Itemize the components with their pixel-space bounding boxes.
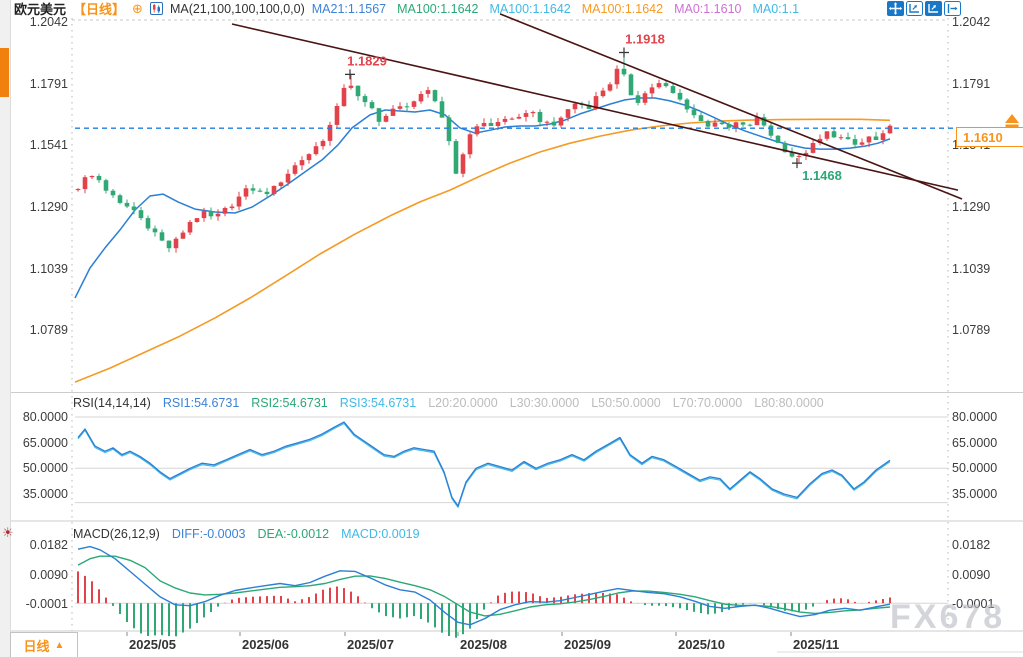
sun-icon[interactable]: ☀ xyxy=(2,525,14,540)
ma-value-5: MA0:1.1 xyxy=(752,1,800,16)
rsi-value-2: RSI3:54.6731 xyxy=(339,396,417,410)
rsi-header: RSI(14,14,14) RSI1:54.6731 RSI2:54.6731 RS… xyxy=(73,396,824,410)
ma-value-3: MA100:1.1642 xyxy=(581,1,664,16)
extreme-label: 1.1829 xyxy=(347,53,387,68)
ma-value-4: MA0:1.1610 xyxy=(674,1,742,16)
rsi-value-4: L30:30.0000 xyxy=(509,396,580,410)
rsi-value-3: L20:20.0000 xyxy=(428,396,498,410)
left-edge-orange-tab[interactable] xyxy=(0,48,9,97)
extreme-label: 1.1468 xyxy=(802,168,842,183)
add-indicator-icon[interactable]: ⊕ xyxy=(132,1,143,16)
chevron-up-icon: ▲ xyxy=(54,639,65,651)
rsi-value-0: RSI1:54.6731 xyxy=(162,396,240,410)
rsi-value-5: L50:50.0000 xyxy=(591,396,661,410)
shift-right-icon[interactable] xyxy=(944,1,961,16)
ma-value-1: MA100:1.1642 xyxy=(397,1,479,16)
rsi-value-7: L80:80.0000 xyxy=(754,396,824,410)
candlestick-icon[interactable] xyxy=(149,2,163,15)
watermark: FX678 xyxy=(890,598,1006,636)
trend-lines xyxy=(231,13,963,200)
period-selector[interactable]: 日线 ▲ xyxy=(10,632,78,657)
annotations: 1.1829 1.1918 1.1468 xyxy=(345,32,842,183)
ma-settings-label: MA(21,100,100,100,0,0) xyxy=(169,1,305,16)
candlestick-series xyxy=(75,52,893,253)
period-tag: 【日线】 xyxy=(73,2,126,17)
extreme-label: 1.1918 xyxy=(625,32,665,47)
ma-value-0: MA21:1.1567 xyxy=(311,1,387,16)
symbol-title: 欧元美元 xyxy=(14,2,67,17)
left-edge-bar xyxy=(0,0,11,657)
ma-values-group: MA21:1.1567 MA100:1.1642 MA100:1.1642 MA100… xyxy=(312,2,799,16)
macd-settings-label: MACD(26,12,9) xyxy=(73,527,160,541)
macd-header: MACD(26,12,9) DIFF:-0.0003 DEA:-0.0012 MAC… xyxy=(73,527,420,541)
current-price-tag: 1.1610 xyxy=(956,127,1023,147)
rsi-lines xyxy=(77,421,891,508)
macd-series xyxy=(77,545,891,638)
rsi-settings-label: RSI(14,14,14) xyxy=(73,396,151,410)
pan-icon[interactable] xyxy=(887,1,904,16)
macd-value-0: DIFF:-0.0003 xyxy=(171,527,246,541)
chart-toolbar xyxy=(887,1,961,16)
period-selector-label: 日线 xyxy=(23,638,50,654)
fit-horizontal-icon[interactable] xyxy=(925,1,942,16)
ma-value-2: MA100:1.1642 xyxy=(489,1,571,16)
macd-value-2: MACD:0.0019 xyxy=(341,527,420,541)
grid-lines xyxy=(10,18,1023,653)
current-price-value: 1.1610 xyxy=(963,129,1003,145)
fit-vertical-icon[interactable] xyxy=(906,1,923,16)
rsi-value-6: L70:70.0000 xyxy=(672,396,743,410)
chart-header: 欧元美元 【日线】 ⊕ MA(21,100,100,100,0,0) MA21:… xyxy=(14,0,799,18)
ma-lines xyxy=(74,97,891,383)
price-marker-arrow-icon xyxy=(1002,112,1022,137)
rsi-values-group: RSI1:54.6731 RSI2:54.6731 RSI3:54.6731 L20:… xyxy=(163,396,824,410)
macd-value-1: DEA:-0.0012 xyxy=(257,527,330,541)
macd-values-group: DIFF:-0.0003 DEA:-0.0012 MACD:0.0019 xyxy=(172,527,420,541)
rsi-value-1: RSI2:54.6731 xyxy=(251,396,328,410)
